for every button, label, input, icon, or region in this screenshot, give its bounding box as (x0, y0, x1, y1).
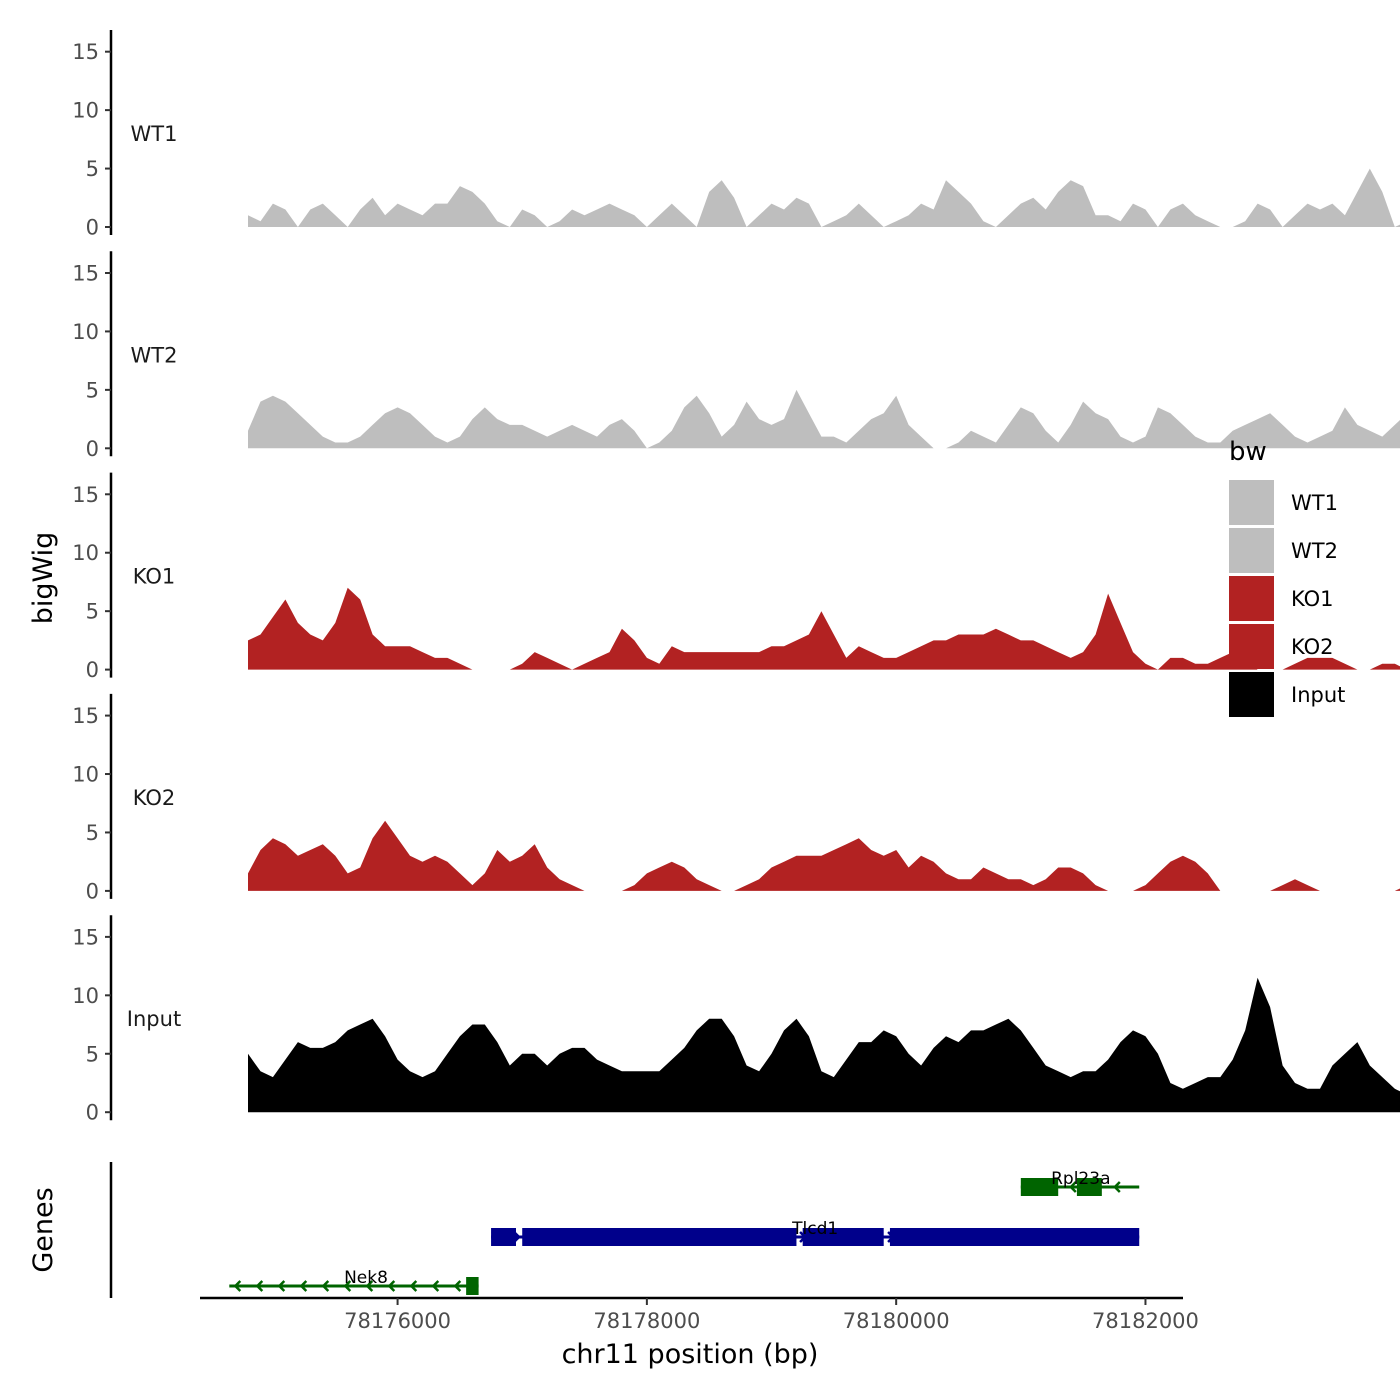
gene-exon (1020, 1178, 1059, 1196)
legend-swatch (1229, 576, 1274, 621)
gene-exon (802, 1228, 884, 1246)
y-tick-label: 10 (72, 541, 99, 565)
gene-rpl23a: Rpl23a (1020, 1169, 1140, 1196)
y-tick-label: 5 (86, 378, 99, 402)
y-tick-label: 0 (86, 437, 99, 461)
gene-label-rpl23a: Rpl23a (1051, 1169, 1110, 1189)
gene-label-nek8: Nek8 (344, 1268, 388, 1288)
gene-label-tlcd1: Tlcd1 (791, 1219, 838, 1239)
x-tick-label: 78180000 (843, 1309, 950, 1333)
x-tick-label: 78182000 (1092, 1309, 1199, 1333)
y-tick-label: 15 (72, 925, 99, 949)
legend-label: WT1 (1291, 491, 1338, 515)
track-label-ko1: KO1 (133, 565, 176, 589)
gene-tlcd1: Tlcd1 (491, 1219, 1140, 1246)
legend-item-wt2: WT2 (1229, 528, 1338, 573)
y-tick-label: 0 (86, 216, 99, 240)
gene-exon (522, 1228, 797, 1246)
legend-label: Input (1291, 683, 1345, 707)
y-tick-label: 10 (72, 99, 99, 123)
y-tick-label: 0 (86, 658, 99, 682)
genes-axis-title: Genes (28, 1187, 59, 1272)
x-axis: 78176000 78178000 78180000 78182000 chr11 p… (200, 1296, 1199, 1370)
y-tick-label: 15 (72, 40, 99, 64)
y-axis-title: bigWig (28, 532, 59, 625)
strand-arrow (277, 1280, 286, 1292)
track-label-wt1: WT1 (131, 122, 178, 146)
y-tick-label: 10 (72, 320, 99, 344)
area-ko1 (248, 587, 1400, 670)
y-tick-label: 15 (72, 483, 99, 507)
track-ko1: 0 5 10 15 KO1 (72, 472, 1400, 682)
area-wt2 (248, 389, 1400, 449)
y-tick-label: 5 (86, 157, 99, 181)
legend-items: WT1 WT2 KO1 KO2 Input (1229, 480, 1345, 717)
legend-item-ko2: KO2 (1229, 624, 1334, 669)
y-tick-label: 0 (86, 1101, 99, 1125)
strand-arrow (343, 1280, 352, 1292)
y-tick-label: 15 (72, 261, 99, 285)
track-label-wt2: WT2 (131, 343, 178, 367)
genes-panel: Genes Rpl23a Tlcd1 Nek8 (28, 1162, 1140, 1298)
strand-arrow (233, 1280, 242, 1292)
strand-arrow (299, 1280, 308, 1292)
legend-item-wt1: WT1 (1229, 480, 1338, 525)
area-input (248, 977, 1400, 1113)
strand-arrow (1113, 1181, 1121, 1193)
legend-swatch (1229, 528, 1274, 573)
y-tick-label: 5 (86, 1042, 99, 1066)
gene-exon (491, 1228, 516, 1246)
legend-label: KO2 (1291, 635, 1334, 659)
track-wt1: 0 5 10 15 WT1 (72, 30, 1400, 240)
y-tick-label: 10 (72, 984, 99, 1008)
y-tick-label: 10 (72, 763, 99, 787)
track-input: 0 5 10 15 Input (72, 915, 1400, 1125)
legend-swatch (1229, 672, 1274, 717)
x-axis-title: chr11 position (bp) (562, 1339, 819, 1370)
track-label-ko2: KO2 (133, 786, 176, 810)
strand-arrow (409, 1280, 418, 1292)
gene-nek8: Nek8 (229, 1268, 479, 1295)
area-ko2 (248, 820, 1400, 891)
strand-arrow (321, 1280, 330, 1292)
track-label-input: Input (127, 1007, 181, 1031)
legend-swatch (1229, 480, 1274, 525)
y-tick-label: 5 (86, 821, 99, 845)
legend-label: WT2 (1291, 539, 1338, 563)
gene-models: Rpl23a Tlcd1 Nek8 (229, 1169, 1140, 1295)
x-tick-label: 78176000 (344, 1309, 451, 1333)
legend-item-input: Input (1229, 672, 1345, 717)
strand-arrow (365, 1280, 374, 1292)
bigwig-tracks: 0 5 10 15 WT1 0 5 10 15 WT2 0 5 10 15 KO1 0 5 10 15 KO2 0 5 10… (72, 30, 1400, 1125)
gene-exon (889, 1228, 1140, 1246)
strand-arrow (1069, 1181, 1077, 1193)
x-ticks: 78176000 78178000 78180000 78182000 (344, 1298, 1199, 1333)
legend: bw WT1 WT2 KO1 KO2 Input (1229, 437, 1345, 717)
strand-arrow (387, 1280, 396, 1292)
legend-item-ko1: KO1 (1229, 576, 1334, 621)
area-wt1 (248, 168, 1400, 227)
legend-swatch (1229, 624, 1274, 669)
strand-arrow (453, 1280, 462, 1292)
gene-exon (466, 1277, 479, 1295)
legend-label: KO1 (1291, 587, 1334, 611)
track-ko2: 0 5 10 15 KO2 (72, 693, 1400, 903)
y-tick-label: 5 (86, 600, 99, 624)
y-tick-label: 15 (72, 704, 99, 728)
gene-exon (1076, 1178, 1102, 1196)
strand-arrow (431, 1280, 440, 1292)
legend-title: bw (1229, 437, 1267, 467)
y-tick-label: 0 (86, 879, 99, 903)
strand-arrow (255, 1280, 264, 1292)
x-tick-label: 78178000 (593, 1309, 700, 1333)
track-wt2: 0 5 10 15 WT2 (72, 251, 1400, 461)
